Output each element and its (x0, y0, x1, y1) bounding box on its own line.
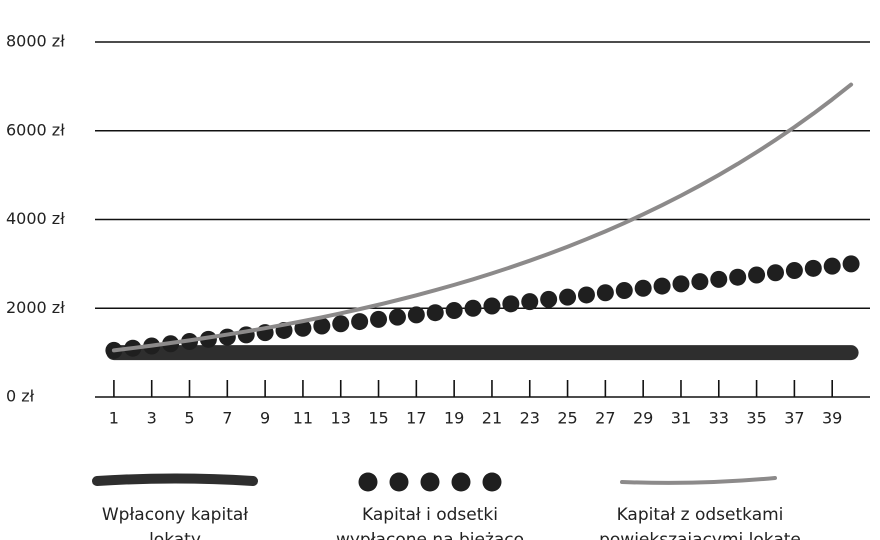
dot (559, 288, 577, 306)
legend-swatch (451, 472, 471, 492)
dot (672, 275, 690, 293)
dot (596, 284, 614, 302)
x-tick-label: 19 (444, 409, 464, 428)
dot (313, 317, 331, 335)
x-tick-label: 27 (595, 409, 615, 428)
x-tick-label: 17 (406, 409, 426, 428)
dot (483, 297, 501, 315)
x-tick-label: 1 (109, 409, 119, 428)
dot (370, 310, 388, 328)
legend-swatch (482, 472, 502, 492)
dot (804, 259, 822, 277)
legend-swatch (389, 472, 409, 492)
dot (823, 257, 841, 275)
legend-swatch (92, 473, 258, 486)
x-tick-label: 23 (520, 409, 540, 428)
x-tick-label: 37 (784, 409, 804, 428)
dot (521, 293, 539, 311)
x-tick-label: 7 (222, 409, 232, 428)
x-tick-label: 9 (260, 409, 270, 428)
x-tick-label: 29 (633, 409, 653, 428)
x-tick-label: 5 (184, 409, 194, 428)
x-tick-label: 3 (147, 409, 157, 428)
y-tick-label: 2000 zł (6, 298, 65, 317)
legend-label: Kapitał i odsetki wypłacone na bieżąco (335, 505, 525, 540)
x-tick-label: 39 (822, 409, 842, 428)
dot (691, 273, 709, 291)
legend-label: Wpłacony kapitał lokaty (101, 505, 249, 540)
dot (577, 286, 595, 304)
dot (785, 262, 803, 280)
x-tick-label: 35 (746, 409, 766, 428)
dot (766, 264, 784, 282)
dot (615, 282, 633, 299)
x-tick-label: 13 (331, 409, 351, 428)
dot (502, 295, 520, 313)
x-tick-label: 31 (671, 409, 691, 428)
legend-swatch (358, 472, 378, 492)
x-tick-label: 11 (293, 409, 313, 428)
x-tick-label: 15 (368, 409, 388, 428)
legend-label: Kapitał z odsetkami powiększającymi loka… (599, 505, 801, 540)
dot (426, 304, 444, 322)
y-tick-label: 6000 zł (6, 120, 65, 139)
dot (407, 306, 425, 324)
y-tick-label: 8000 zł (6, 32, 65, 51)
dot (729, 268, 747, 286)
dot (388, 308, 406, 326)
dot (351, 313, 369, 331)
x-tick-label: 21 (482, 409, 502, 428)
y-tick-label: 4000 zł (6, 209, 65, 228)
series-line (111, 82, 854, 353)
legend-swatch (420, 472, 440, 492)
dot (294, 319, 312, 337)
dot (710, 270, 728, 288)
x-tick-label: 33 (709, 409, 729, 428)
x-tick-label: 25 (557, 409, 577, 428)
legend-swatch (620, 476, 777, 485)
dot (842, 255, 860, 273)
dot (634, 279, 652, 297)
dot (653, 277, 671, 295)
dot (748, 266, 766, 284)
dot (332, 315, 350, 333)
dot (445, 301, 463, 319)
y-tick-label: 0 zł (6, 387, 35, 406)
dot (540, 290, 558, 308)
dot (464, 299, 482, 317)
